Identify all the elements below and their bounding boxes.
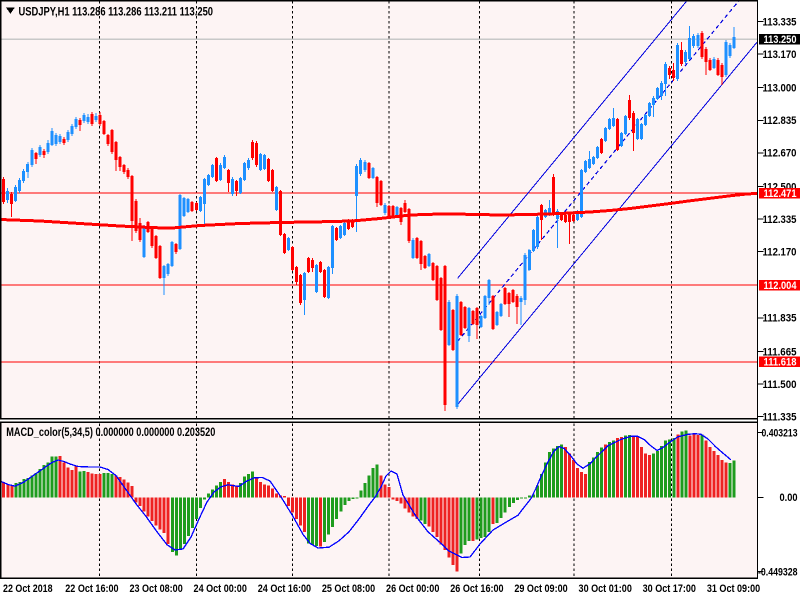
svg-text:26 Oct 16:00: 26 Oct 16:00 (450, 583, 503, 595)
svg-text:113.170: 113.170 (763, 49, 797, 61)
svg-text:113.000: 113.000 (763, 83, 797, 95)
svg-text:26 Oct 00:00: 26 Oct 00:00 (386, 583, 439, 595)
svg-text:111.665: 111.665 (763, 346, 797, 358)
svg-text:113.335: 113.335 (763, 16, 797, 28)
svg-text:111.335: 111.335 (763, 412, 797, 424)
svg-text:USDJPY,H1 113.286 113.286 113: USDJPY,H1 113.286 113.286 113.211 113.25… (19, 6, 214, 18)
svg-text:31 Oct 09:00: 31 Oct 09:00 (707, 583, 760, 595)
svg-text:112.335: 112.335 (763, 214, 797, 226)
svg-text:113.250: 113.250 (764, 34, 797, 46)
svg-text:0.00: 0.00 (780, 492, 798, 504)
svg-text:111.500: 111.500 (763, 379, 797, 391)
svg-text:22 Oct 2018: 22 Oct 2018 (3, 583, 53, 595)
svg-text:112.471: 112.471 (764, 188, 797, 200)
svg-text:112.004: 112.004 (764, 280, 797, 292)
svg-text:112.670: 112.670 (763, 148, 797, 160)
svg-text:22 Oct 16:00: 22 Oct 16:00 (65, 583, 118, 595)
svg-text:112.170: 112.170 (763, 247, 797, 259)
svg-text:111.618: 111.618 (764, 357, 797, 369)
svg-text:30 Oct 17:00: 30 Oct 17:00 (643, 583, 696, 595)
svg-text:0.403213: 0.403213 (762, 427, 798, 439)
svg-text:24 Oct 16:00: 24 Oct 16:00 (258, 583, 311, 595)
svg-text:112.835: 112.835 (763, 115, 797, 127)
svg-text:23 Oct 08:00: 23 Oct 08:00 (129, 583, 182, 595)
svg-text:-0.449328: -0.449328 (758, 566, 798, 578)
svg-text:24 Oct 00:00: 24 Oct 00:00 (194, 583, 247, 595)
svg-text:25 Oct 08:00: 25 Oct 08:00 (322, 583, 375, 595)
svg-text:MACD_color(5,34,5) 0.000000 0.: MACD_color(5,34,5) 0.000000 0.000000 0.2… (6, 427, 215, 439)
svg-text:30 Oct 01:00: 30 Oct 01:00 (579, 583, 632, 595)
svg-text:29 Oct 09:00: 29 Oct 09:00 (514, 583, 567, 595)
svg-text:111.835: 111.835 (763, 313, 797, 325)
